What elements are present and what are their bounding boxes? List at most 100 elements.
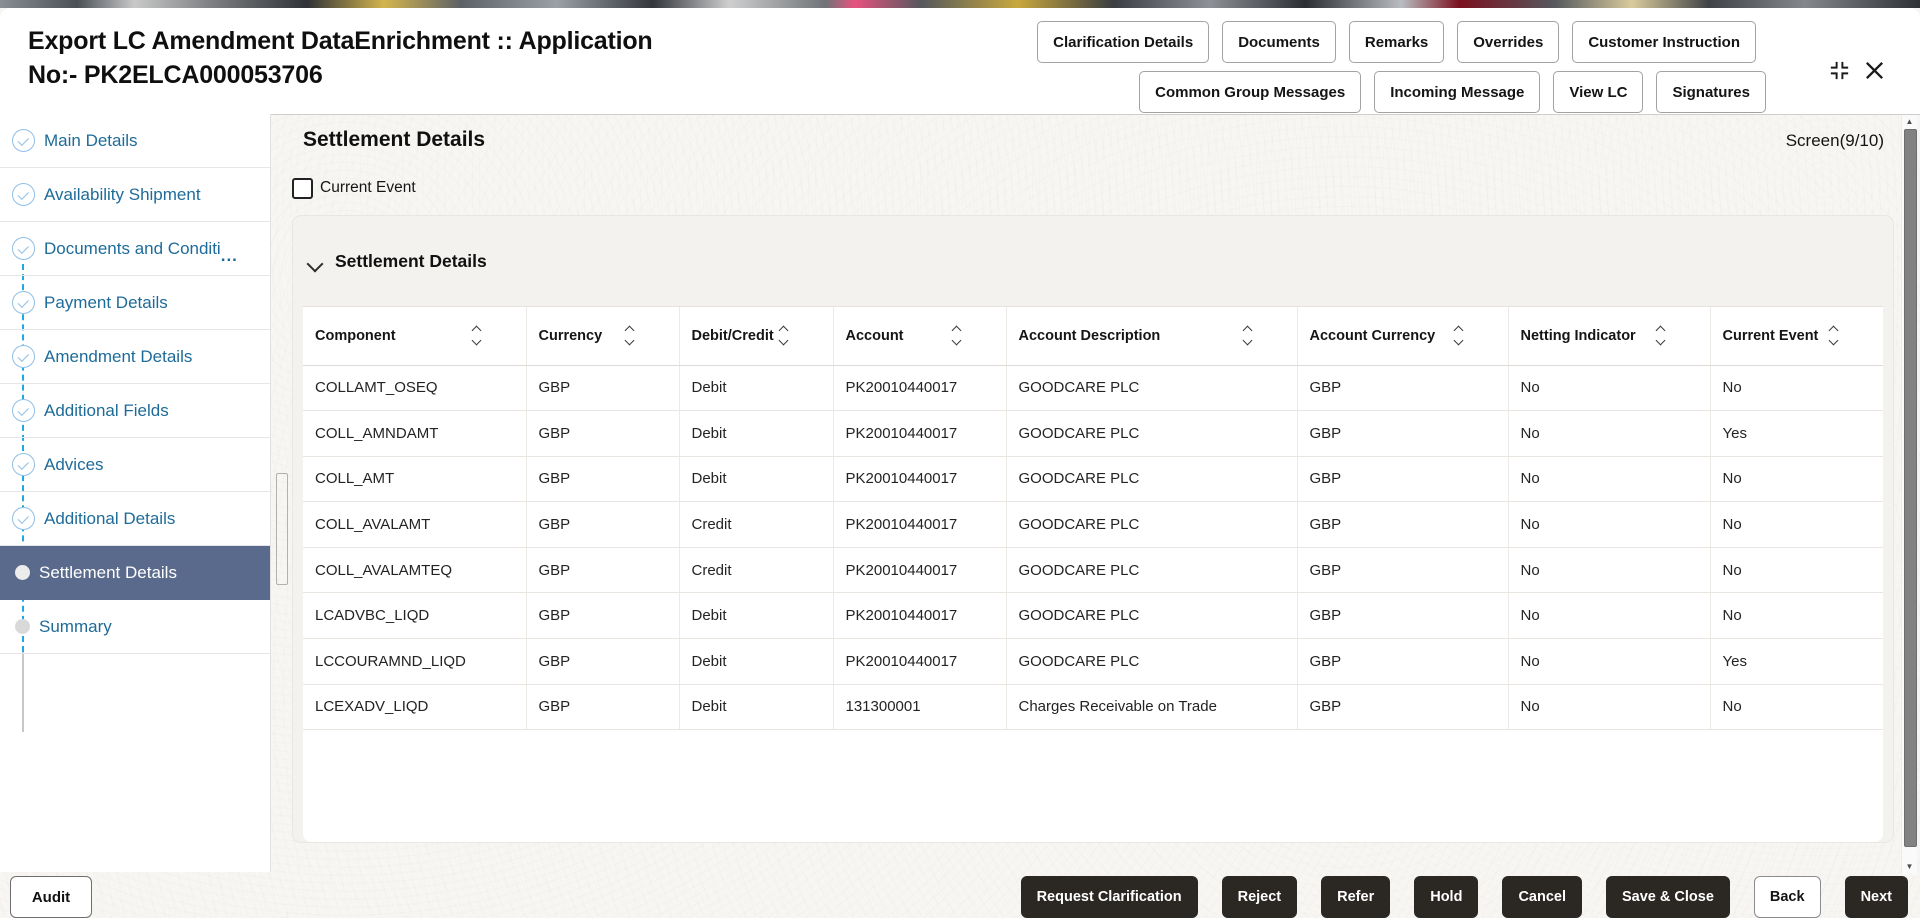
table-cell: GBP (526, 684, 680, 731)
action-button[interactable]: Hold (1414, 876, 1479, 918)
sidebar-step-item[interactable]: Payment Details (0, 276, 270, 330)
sidebar-step-item[interactable]: Documents and Conditi... (0, 222, 270, 276)
sidebar-step-label: Payment Details (44, 292, 168, 312)
sidebar-step-item[interactable]: Availability Shipment (0, 168, 270, 222)
sidebar-step-item[interactable]: Main Details (0, 114, 270, 168)
table-cell: Debit (679, 365, 834, 412)
sort-icon[interactable] (951, 325, 961, 346)
table-cell: GBP (526, 638, 680, 685)
sidebar-step-label: Main Details (44, 130, 138, 150)
header-button[interactable]: Clarification Details (1037, 21, 1210, 63)
table-cell: No (1508, 501, 1711, 548)
sidebar-step-item[interactable]: Advices (0, 438, 270, 492)
current-event-checkbox[interactable] (292, 178, 313, 199)
table-header-cell: Component (303, 307, 527, 366)
table-row[interactable]: COLL_AMT GBP Debit PK20010440017 GOODCARE PL… (303, 456, 1883, 503)
exit-fullscreen-icon[interactable] (1826, 57, 1853, 84)
table-cell: No (1508, 410, 1711, 457)
action-button[interactable]: Save & Close (1606, 876, 1730, 918)
table-row[interactable]: COLL_AVALAMTEQ GBP Credit PK20010440017 GOOD… (303, 547, 1883, 594)
sort-icon[interactable] (1242, 325, 1252, 346)
table-row[interactable]: COLL_AVALAMT GBP Credit PK20010440017 GOODCA… (303, 501, 1883, 548)
sort-icon[interactable] (471, 325, 481, 346)
header-button[interactable]: Common Group Messages (1139, 71, 1362, 113)
chevron-down-icon[interactable] (306, 255, 324, 273)
table-row[interactable]: LCADVBC_LIQD GBP Debit PK20010440017 GOODCAR… (303, 592, 1883, 640)
window-header: Export LC Amendment DataEnrichment :: Ap… (0, 8, 1920, 115)
header-button[interactable]: Overrides (1457, 21, 1560, 63)
section-title: Settlement Details (335, 251, 487, 271)
step-status-icon (12, 129, 35, 152)
sidebar-step-label: Summary (39, 616, 112, 636)
table-cell: GBP (1297, 547, 1509, 594)
column-label: Component (315, 327, 396, 344)
sort-icon[interactable] (624, 325, 634, 346)
truncation-ellipsis: ... (220, 245, 238, 265)
step-status-icon (12, 399, 35, 422)
table-cell: Debit (679, 638, 834, 685)
sort-icon[interactable] (1655, 325, 1665, 346)
table-cell: PK20010440017 (833, 592, 1007, 640)
column-label: Account Description (1018, 327, 1161, 344)
table-header-cell: Account Description (1006, 307, 1298, 366)
screen-indicator: Screen(9/10) (1785, 131, 1884, 150)
header-buttons-row2: Common Group Messages Incoming Message Vie… (1139, 71, 1766, 113)
header-button[interactable]: Remarks (1348, 21, 1445, 63)
sidebar-step-label: Documents and Conditi... (44, 238, 238, 265)
page-title-application: Export LC Amendment DataEnrichment :: Ap… (28, 24, 653, 92)
table-cell: PK20010440017 (833, 410, 1007, 457)
table-cell: GBP (526, 501, 680, 548)
table-cell: PK20010440017 (833, 365, 1007, 412)
table-row[interactable]: LCCOURAMND_LIQD GBP Debit PK20010440017 GOOD… (303, 638, 1883, 685)
table-cell: GOODCARE PLC (1006, 410, 1298, 457)
sidebar-step-item[interactable]: Summary (0, 600, 270, 654)
action-button[interactable]: Back (1753, 876, 1821, 918)
table-cell: No (1710, 456, 1883, 503)
current-event-label: Current Event (320, 179, 416, 196)
sort-icon[interactable] (1453, 325, 1463, 346)
close-icon[interactable] (1861, 57, 1888, 84)
table-row[interactable]: COLLAMT_OSEQ GBP Debit PK20010440017 GOODCAR… (303, 365, 1883, 412)
table-header-row: Component Currency (303, 307, 1883, 366)
action-button[interactable]: Request Clarification (1020, 876, 1198, 918)
scrollbar-thumb[interactable] (1904, 129, 1917, 847)
table-cell: GOODCARE PLC (1006, 592, 1298, 640)
table-row[interactable]: COLL_AMNDAMT GBP Debit PK20010440017 GOODCAR… (303, 410, 1883, 457)
header-button[interactable]: Incoming Message (1374, 71, 1541, 113)
header-buttons-row1: Clarification Details Documents Remarks Ove… (1037, 21, 1756, 63)
sort-icon[interactable] (778, 325, 788, 346)
header-button[interactable]: View LC (1553, 71, 1644, 113)
action-button[interactable]: Next (1844, 876, 1908, 918)
table-cell: COLL_AVALAMTEQ (303, 547, 527, 594)
header-button[interactable]: Customer Instruction (1572, 21, 1756, 63)
column-label: Account (845, 327, 904, 344)
content-scrollbar-thumb-left[interactable] (276, 473, 288, 585)
step-sidebar: Main Details Availability Shipment Docum… (0, 114, 271, 872)
table-cell: No (1508, 638, 1711, 685)
table-cell: GBP (526, 410, 680, 457)
table-cell: GOODCARE PLC (1006, 365, 1298, 412)
step-status-icon (15, 619, 30, 634)
sidebar-step-item[interactable]: Amendment Details (0, 330, 270, 384)
sort-icon[interactable] (1828, 325, 1839, 346)
table-cell: GBP (1297, 365, 1509, 412)
vertical-scrollbar[interactable]: ▲ ▼ (1901, 115, 1917, 875)
header-button[interactable]: Signatures (1656, 71, 1766, 113)
table-cell: GBP (526, 547, 680, 594)
action-button[interactable]: Cancel (1502, 876, 1582, 918)
table-cell: COLLAMT_OSEQ (303, 365, 527, 412)
sidebar-step-item[interactable]: Settlement Details (0, 546, 270, 600)
action-button[interactable]: Reject (1221, 876, 1298, 918)
scrollbar-down-arrow[interactable]: ▼ (1905, 862, 1914, 871)
sidebar-step-item[interactable]: Additional Fields (0, 384, 270, 438)
table-cell: PK20010440017 (833, 501, 1007, 548)
table-row[interactable]: LCEXADV_LIQD GBP Debit 131300001 Charges Rec… (303, 684, 1883, 731)
scrollbar-up-arrow[interactable]: ▲ (1905, 117, 1914, 126)
table-cell: Debit (679, 456, 834, 503)
table-cell: PK20010440017 (833, 456, 1007, 503)
table-cell: Credit (679, 547, 834, 594)
header-button[interactable]: Documents (1222, 21, 1336, 63)
action-button[interactable]: Refer (1321, 876, 1391, 918)
sidebar-step-item[interactable]: Additional Details (0, 492, 270, 546)
audit-button[interactable]: Audit (10, 876, 92, 918)
